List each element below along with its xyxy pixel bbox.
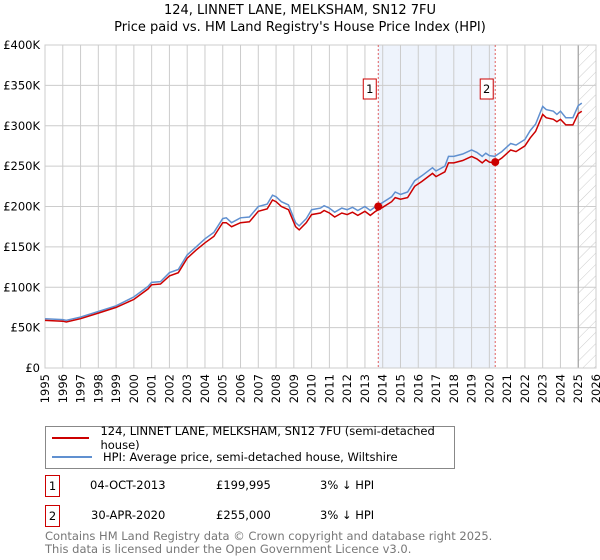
y-tick-label: £150K [3,240,40,254]
x-tick-label: 2023 [536,374,550,403]
sale-date: 04-OCT-2013 [90,478,166,492]
y-tick-label: £50K [11,321,41,335]
x-tick-label: 2013 [358,374,372,403]
footer-licence: This data is licensed under the Open Gov… [45,542,412,556]
x-tick-label: 1995 [38,374,52,403]
x-tick-label: 2002 [162,374,176,403]
legend-swatch-blue [52,456,92,458]
x-tick-label: 1997 [74,374,88,403]
footer-copyright: Contains HM Land Registry data © Crown c… [45,529,493,543]
x-tick-label: 2007 [251,374,265,403]
x-tick-label: 2024 [553,374,567,403]
x-tick-label: 2009 [287,374,301,403]
x-tick-label: 2010 [305,374,319,403]
price-paid-line [44,110,583,323]
y-tick-label: £350K [3,78,40,92]
sale-label-box [479,78,494,100]
sale-hpi-diff: 3% ↓ HPI [320,508,375,522]
legend-item-hpi: HPI: Average price, semi-detached house,… [52,448,398,466]
sale-price: £255,000 [216,508,271,522]
y-tick-label: £300K [3,119,40,133]
sale-price: £199,995 [216,478,271,492]
x-tick-label: 2016 [411,374,425,403]
hpi-line [44,102,583,322]
plot-border [44,44,597,369]
sale-hpi-diff: 3% ↓ HPI [320,478,375,492]
x-tick-label: 2005 [216,374,230,403]
x-tick-label: 2001 [145,374,159,403]
footer: Contains HM Land Registry data © Crown c… [45,530,492,556]
x-tick-label: 1996 [56,374,70,403]
sale-label: 2 [483,82,490,96]
sale-badge: 2 [45,505,60,527]
x-tick-label: 2008 [269,374,283,403]
x-tick-label: 2014 [376,374,390,403]
sale-point [491,158,500,167]
sale-row-2: 2 30-APR-2020 £255,000 3% ↓ HPI [45,505,545,527]
sale-label-box [362,78,377,100]
x-tick-label: 2011 [322,374,336,403]
x-tick-label: 2021 [500,374,514,403]
x-tick-label: 2006 [234,374,248,403]
x-tick-label: 1998 [91,374,105,403]
x-tick-label: 2004 [198,374,212,403]
chart-title: 124, LINNET LANE, MELKSHAM, SN12 7FU [163,3,437,18]
x-tick-label: 2018 [447,374,461,403]
legend-item-property: 124, LINNET LANE, MELKSHAM, SN12 7FU (se… [52,424,454,452]
legend-label: HPI: Average price, semi-detached house,… [103,450,398,464]
sale-label: 1 [366,82,373,96]
y-tick-label: £200K [3,200,40,214]
y-tick-label: £400K [3,38,40,52]
x-tick-label: 2015 [393,374,407,403]
x-tick-label: 2012 [340,374,354,403]
y-tick-label: £250K [3,159,40,173]
sale-row-1: 1 04-OCT-2013 £199,995 3% ↓ HPI [45,475,545,497]
x-tick-label: 2025 [571,374,585,403]
sale-point [374,202,383,211]
x-tick-label: 2000 [127,374,141,403]
x-tick-label: 2022 [518,374,532,403]
x-tick-label: 2019 [465,374,479,403]
x-tick-label: 1999 [109,374,123,403]
x-tick-label: 2017 [429,374,443,403]
sale-badge: 1 [45,475,60,497]
plot-area: 1995 1996 1997 1998 1999 2000 2001 2002 2003 2004… [3,38,600,403]
legend: 124, LINNET LANE, MELKSHAM, SN12 7FU (se… [45,424,455,469]
legend-label: 124, LINNET LANE, MELKSHAM, SN12 7FU (se… [100,424,435,452]
x-tick-label: 2026 [589,374,600,403]
sale-date: 30-APR-2020 [91,508,166,522]
x-tick-label: 2003 [180,374,194,403]
chart-subtitle: Price paid vs. HM Land Registry's House … [114,20,486,35]
x-tick-label: 2020 [482,374,496,403]
y-tick-label: £100K [3,280,40,294]
y-tick-label: £0 [25,361,40,375]
legend-swatch-red [52,437,90,439]
